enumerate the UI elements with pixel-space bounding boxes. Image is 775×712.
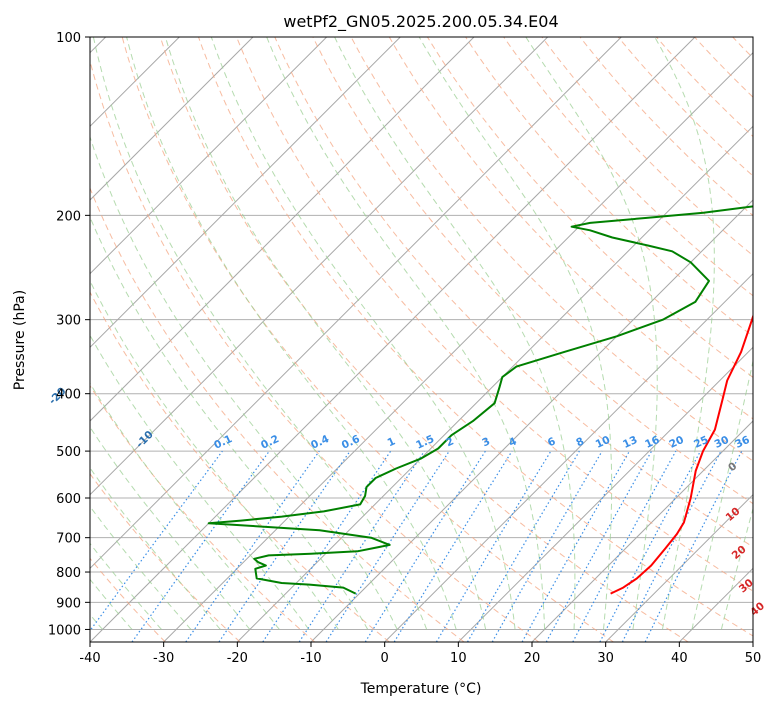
x-tick-label: 40 — [671, 651, 688, 666]
chart-title: wetPf2_GN05.2025.200.05.34.E04 — [283, 12, 558, 32]
x-tick-label: 50 — [745, 651, 762, 666]
y-tick-label: 600 — [56, 492, 81, 507]
y-tick-label: 200 — [56, 209, 81, 224]
x-tick-label: 20 — [524, 651, 541, 666]
y-tick-label: 100 — [56, 31, 81, 46]
x-tick-label: 0 — [381, 651, 389, 666]
x-axis-label: Temperature (°C) — [360, 681, 482, 697]
x-tick-label: -20 — [227, 651, 248, 666]
y-tick-label: 1000 — [48, 623, 81, 638]
y-tick-label: 700 — [56, 532, 81, 547]
y-axis-label: Pressure (hPa) — [12, 290, 28, 390]
x-tick-label: 30 — [597, 651, 614, 666]
y-tick-label: 300 — [56, 314, 81, 329]
x-tick-label: -30 — [153, 651, 174, 666]
y-tick-label: 800 — [56, 566, 81, 581]
y-tick-label: 900 — [56, 596, 81, 611]
y-tick-label: 400 — [56, 388, 81, 403]
y-tick-label: 500 — [56, 445, 81, 460]
x-tick-label: -40 — [79, 651, 100, 666]
x-tick-label: 10 — [450, 651, 467, 666]
x-tick-label: -10 — [300, 651, 321, 666]
